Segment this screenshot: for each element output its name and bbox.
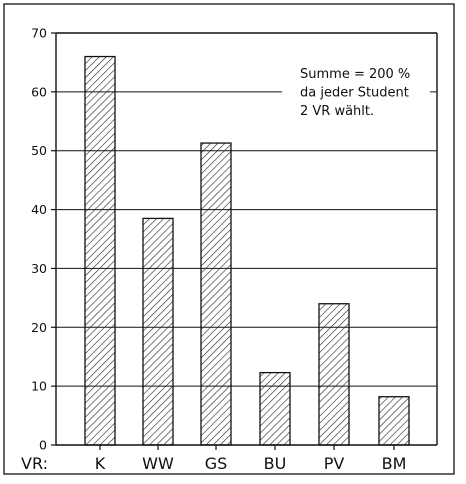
- x-tick-label: PV: [324, 454, 345, 473]
- annotation-line: da jeder Student: [300, 86, 409, 101]
- y-tick-label: 40: [31, 202, 47, 217]
- annotation-line: Summe = 200 %: [300, 67, 410, 82]
- bar-bm: [378, 396, 410, 446]
- x-tick-label: K: [95, 454, 106, 473]
- axis-layer: [51, 32, 438, 450]
- bar-k: [84, 55, 116, 446]
- annotation-line: 2 VR wählt.: [300, 104, 374, 119]
- y-tick-label: 10: [31, 379, 47, 394]
- y-tick-label: 50: [31, 143, 47, 158]
- chart-frame: [3, 3, 455, 475]
- annotation-layer: Summe = 200 % da jeder Student 2 VR wählt.: [282, 62, 430, 124]
- x-tick-label: WW: [142, 454, 174, 473]
- bar-layer: [84, 55, 410, 446]
- bar-gs: [200, 142, 232, 446]
- x-tick-label: GS: [205, 454, 228, 473]
- y-tick-label: 60: [31, 84, 47, 99]
- label-layer: 0 10 20 30 40 50 60 70 K WW GS BU PV BM VR:: [21, 26, 406, 474]
- x-tick-label: BU: [264, 454, 287, 473]
- y-tick-label: 0: [39, 438, 47, 453]
- y-tick-label: 30: [31, 261, 47, 276]
- y-tick-label: 70: [31, 26, 47, 41]
- bar-pv: [318, 303, 350, 446]
- annotation-background: [282, 62, 430, 124]
- grid-layer: [56, 91, 437, 387]
- bar-bu: [259, 371, 291, 446]
- bar-ww: [142, 217, 174, 446]
- y-tick-label: 20: [31, 320, 47, 335]
- x-axis-prefix: VR:: [21, 454, 48, 473]
- x-tick-label: BM: [382, 454, 407, 473]
